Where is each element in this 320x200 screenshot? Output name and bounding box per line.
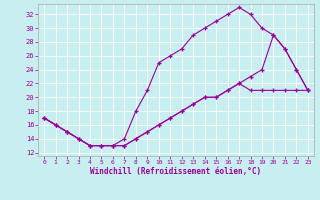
X-axis label: Windchill (Refroidissement éolien,°C): Windchill (Refroidissement éolien,°C) (91, 167, 261, 176)
